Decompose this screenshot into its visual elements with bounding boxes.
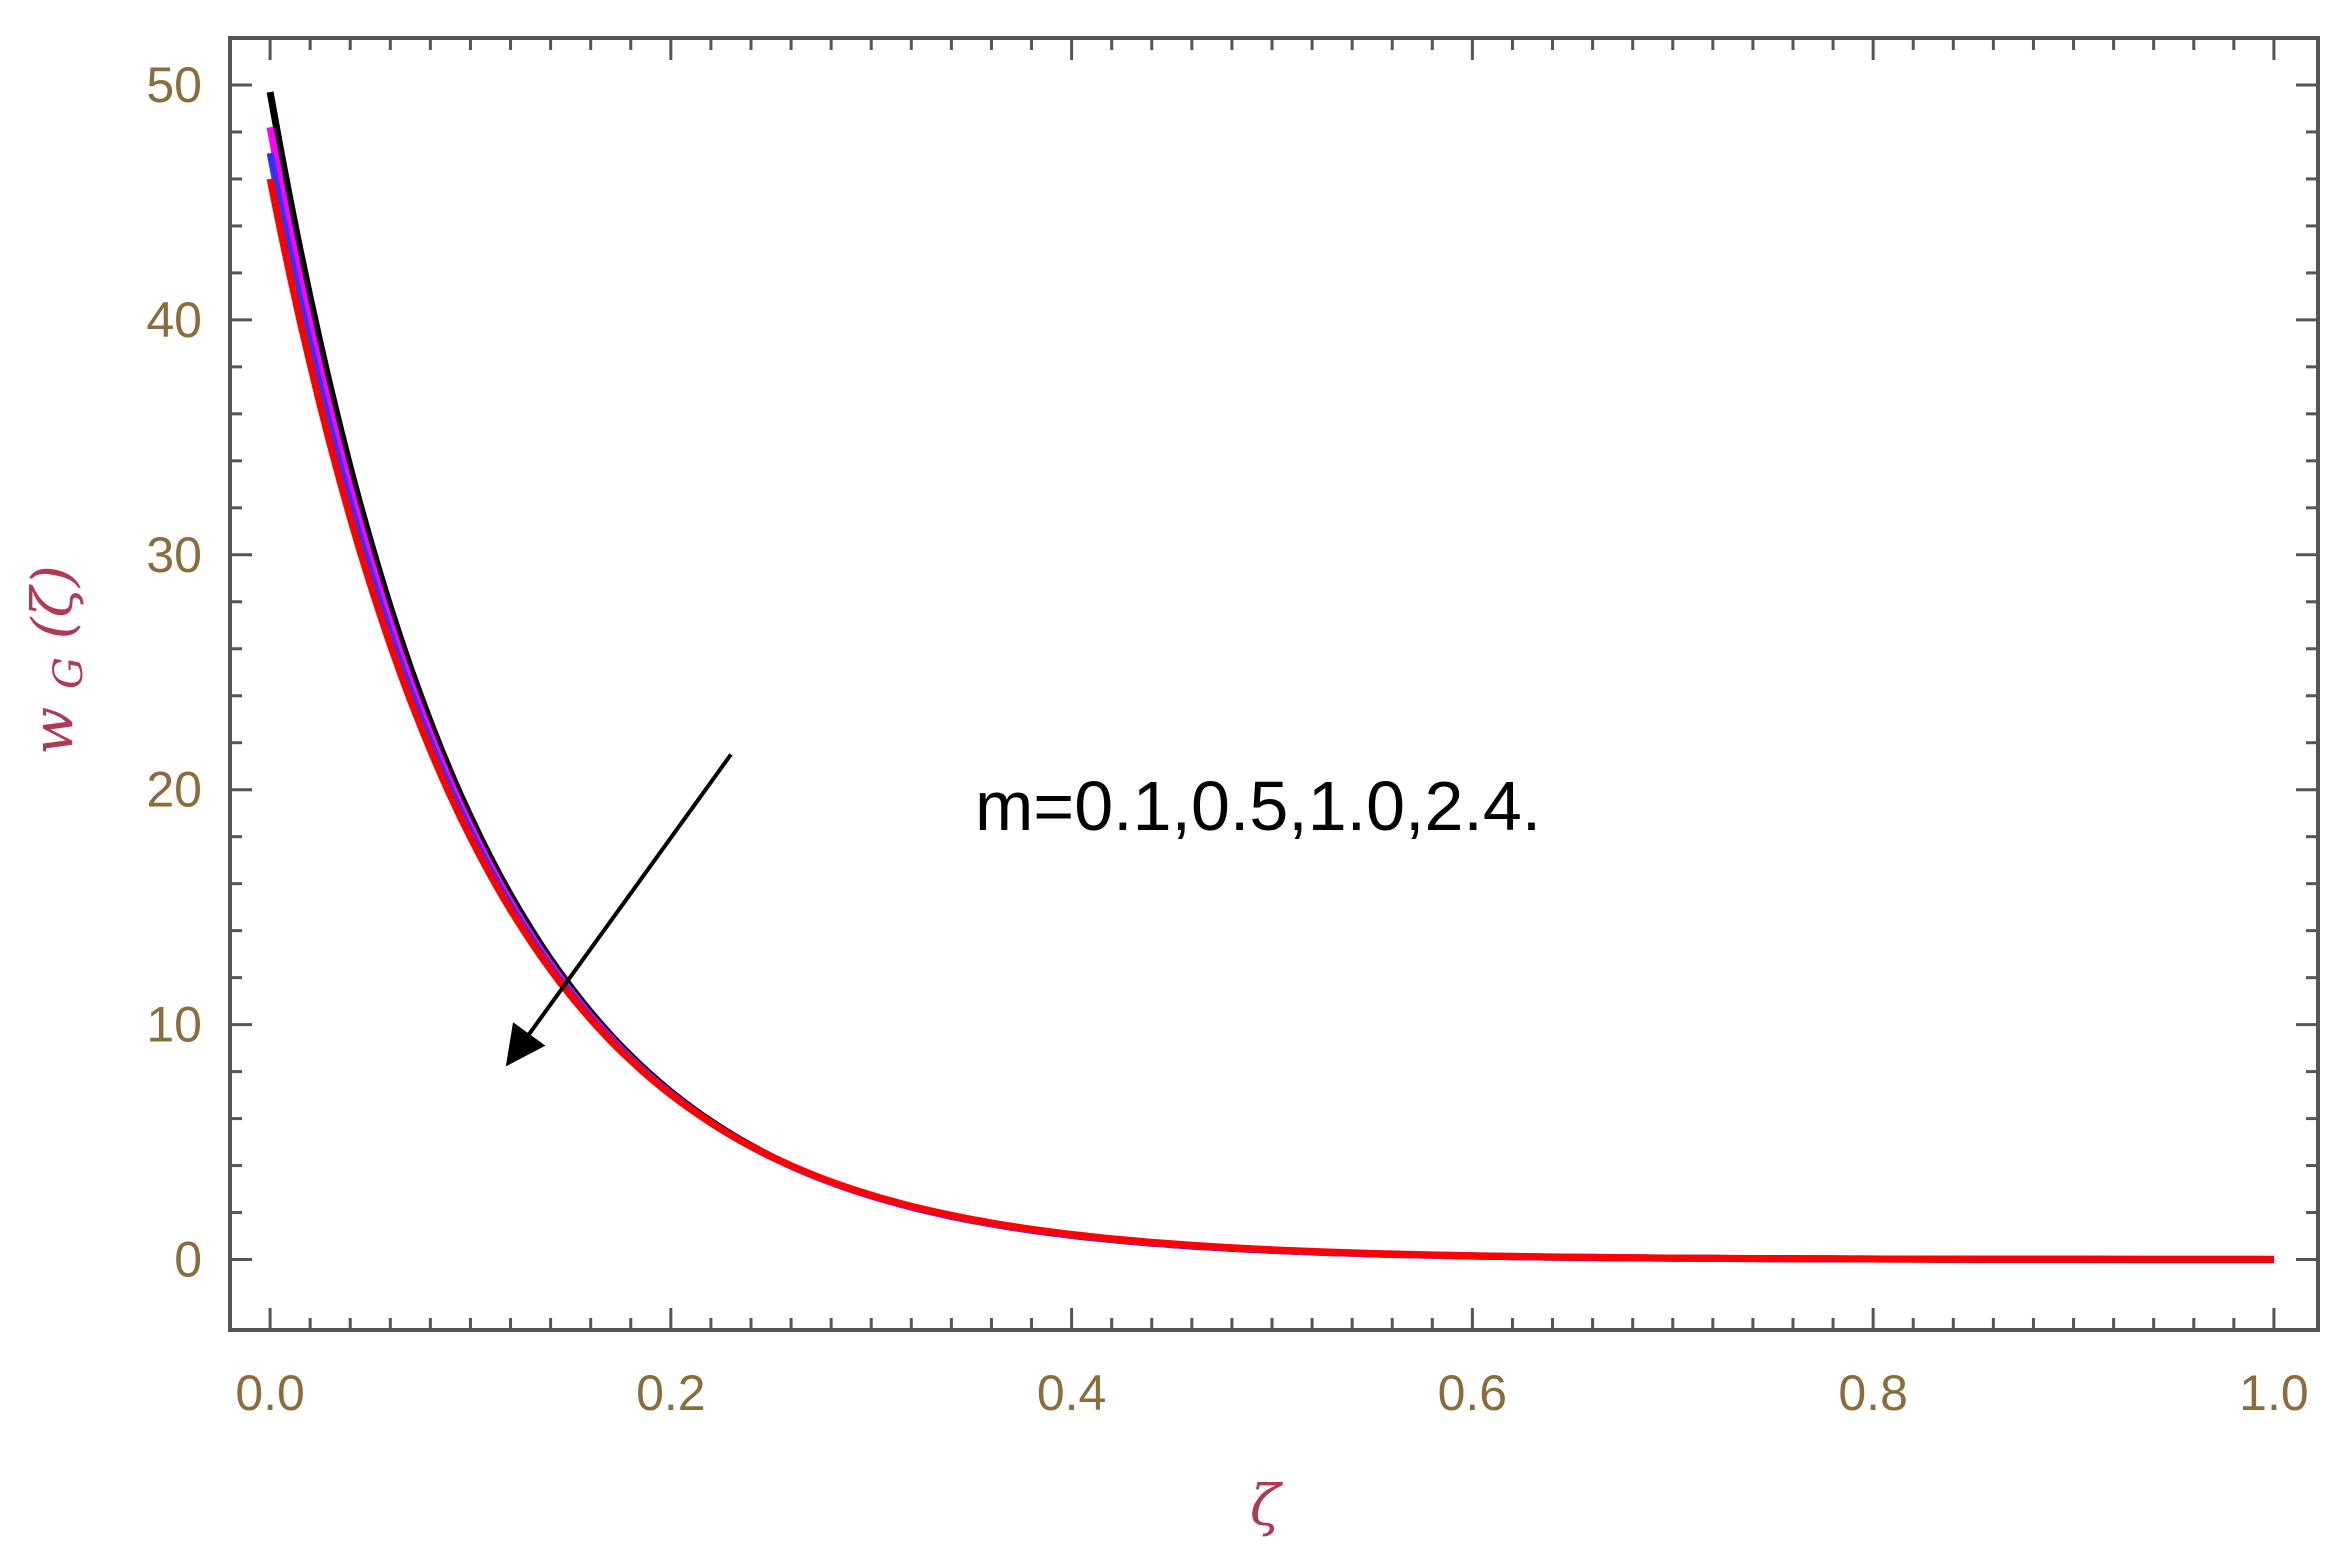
series-group	[266, 91, 2274, 1263]
series-line-4	[266, 178, 2274, 1263]
x-tick-label: 0.2	[636, 1365, 706, 1421]
y-axis-label-tail: (ζ)	[21, 565, 86, 639]
x-tick-label: 0.0	[235, 1365, 305, 1421]
tick-labels: 0.0 0.2 0.4 0.6 0.8 1.0 0 10 20 30 40 50	[146, 57, 2308, 1421]
y-tick-label: 0	[174, 1232, 202, 1288]
y-tick-label: 50	[146, 57, 202, 113]
trend-arrow	[505, 753, 733, 1067]
x-tick-label: 0.8	[1838, 1365, 1908, 1421]
y-axis-label: w G (ζ)	[21, 565, 96, 755]
trend-arrow-group	[505, 753, 733, 1067]
x-axis-label: ζ	[1250, 1474, 1284, 1539]
annotation-label: m=0.1,0.5,1.0,2.4.	[975, 767, 1541, 845]
x-tick-label: 0.6	[1438, 1365, 1508, 1421]
plot-border	[228, 36, 2320, 1332]
y-tick-label: 20	[146, 762, 202, 818]
series-line-2	[266, 126, 2274, 1263]
y-tick-label: 40	[146, 292, 202, 348]
y-axis-label-base: w	[21, 707, 86, 755]
y-tick-label: 10	[146, 997, 202, 1053]
axis-ticks	[230, 38, 2318, 1330]
x-tick-label: 1.0	[2239, 1365, 2309, 1421]
plot-frame	[228, 36, 2320, 1332]
series-line-1	[266, 91, 2274, 1263]
y-axis-label-sub: G	[46, 657, 92, 689]
y-tick-label: 30	[146, 527, 202, 583]
x-tick-label: 0.4	[1037, 1365, 1107, 1421]
series-line-3	[266, 152, 2274, 1263]
